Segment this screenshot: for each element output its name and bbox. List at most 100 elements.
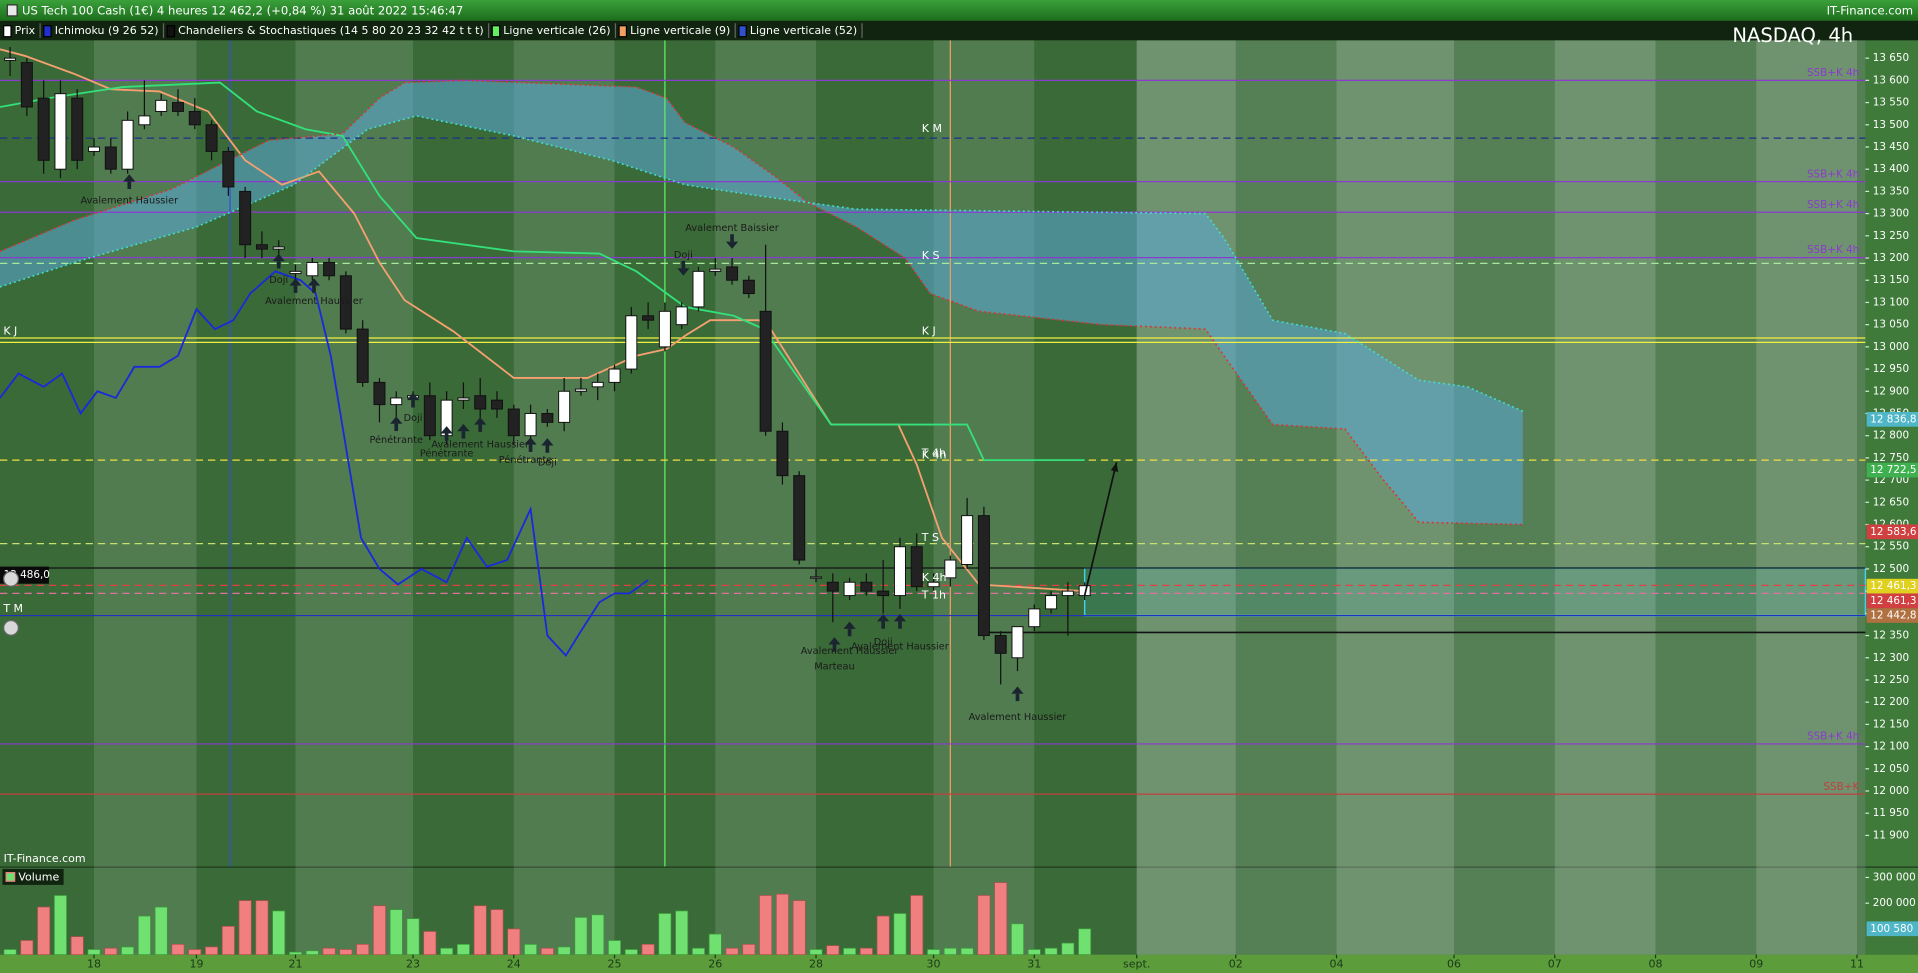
level-tag: T M [2,602,23,615]
alert-icon[interactable] [3,570,19,587]
volume-bar [322,947,336,956]
y-tick-label: 12 250 [1873,674,1909,686]
candle-body [20,62,33,108]
volume-bar [87,949,101,956]
pattern-arrow [877,614,890,629]
price-level-label: 12 442,8 [1870,609,1916,621]
candle-body [843,581,856,597]
candle-body [507,408,520,437]
arrow-head [457,423,470,432]
candle-body [4,57,17,61]
pattern-arrow [289,278,302,293]
arrow-head [474,417,487,425]
volume-bar [1011,923,1024,956]
level-label: SSB+K 4h [1807,731,1859,743]
volume-bar [960,947,974,956]
price-level-label: 12 461,3 [1870,580,1916,592]
volume-bar [691,947,705,956]
x-tick-label: 21 [289,957,303,970]
y-tick-label: 12 150 [1873,718,1909,730]
candle-body [272,246,285,250]
arrow-stem [730,234,734,242]
volume-bar [272,910,286,956]
legend-swatch [43,25,52,38]
candle-body [37,97,50,161]
title-bar [0,0,1918,21]
pattern-label: Doji [674,250,693,261]
volume-bar [121,946,135,956]
volume-bar [255,900,269,956]
y-tick-label: 11 900 [1873,829,1909,841]
pattern-label: Avalement Haussier [801,646,900,657]
price-level-box [1866,578,1918,594]
window-title: US Tech 100 Cash (1€) 4 heures 12 462,2 … [22,4,463,18]
alert-icon[interactable] [3,619,19,636]
arrow-stem [881,621,886,629]
arrow-head [877,614,890,622]
pattern-label: Avalement Haussier [969,712,1068,723]
price-level-box [1866,412,1918,427]
x-tick-label: 08 [1649,957,1663,970]
time-axis-background [0,954,1918,973]
candle-body [877,590,890,597]
pattern-arrow [893,614,907,629]
day-band [1756,40,1858,955]
level-label: SSB+K [1823,781,1860,793]
candle-body [541,412,554,423]
price-panel: SSB+K 4h SSB+K 4h SSB+K 4h SSB+K 4h SSB+K 4h… [0,40,1918,970]
arrow-head [893,614,907,622]
candle-body [642,315,655,321]
arrow-stem [847,628,852,637]
candle-body [977,515,990,637]
pattern-label: Pénétrante [420,447,474,459]
y-tick-label: 12 050 [1873,763,1909,775]
volume-bar [70,936,84,956]
candle-body [893,546,906,597]
x-tick-label: 23 [406,957,420,970]
volume-last-label: 100 580 [1870,923,1913,935]
volume-bar [977,895,991,956]
pattern-label: Marteau [814,662,854,673]
arrow-stem [461,431,466,439]
volume-bar [591,914,605,956]
legend-swatch [618,25,628,38]
indicator-line [0,81,1085,462]
day-band [1655,40,1757,955]
candle-body [188,110,201,126]
candle-body [625,315,638,370]
volume-bar [624,949,638,956]
x-tick-label: 02 [1229,957,1243,970]
candle-body [826,581,839,592]
arrow-stem [444,433,449,441]
arrow-stem [832,644,837,652]
pattern-arrow [123,174,136,189]
volume-last-box [1866,921,1918,937]
y-tick-label: 13 050 [1873,319,1909,331]
volume-bar [725,947,739,956]
volume-bar [859,947,873,956]
pattern-label: Avalement Haussier [80,195,179,206]
candle-body [373,381,386,406]
volume-bar [574,916,588,956]
pattern-arrow [677,260,690,276]
candle-body [356,328,369,383]
arrow-stem [681,260,686,269]
pattern-arrow [406,392,420,408]
candle-body [239,190,252,246]
price-level-box [1866,524,1918,540]
window-icon[interactable] [6,4,18,17]
y-tick-label: 13 250 [1873,230,1909,242]
arrow-stem [528,444,533,452]
pattern-arrow [440,426,453,441]
arrow-stem [127,181,132,189]
pattern-label: Avalement Haussier [265,296,364,307]
level-tag: K 4h [922,571,947,584]
candle-body [205,124,218,152]
candle-body [171,102,184,112]
level-label: SSB+K 4h [1807,244,1859,256]
y-tick-label: 13 550 [1873,97,1909,109]
candle-body [490,399,503,410]
candle-body [323,261,336,277]
price-level-label: 12 836,8 [1870,413,1916,425]
